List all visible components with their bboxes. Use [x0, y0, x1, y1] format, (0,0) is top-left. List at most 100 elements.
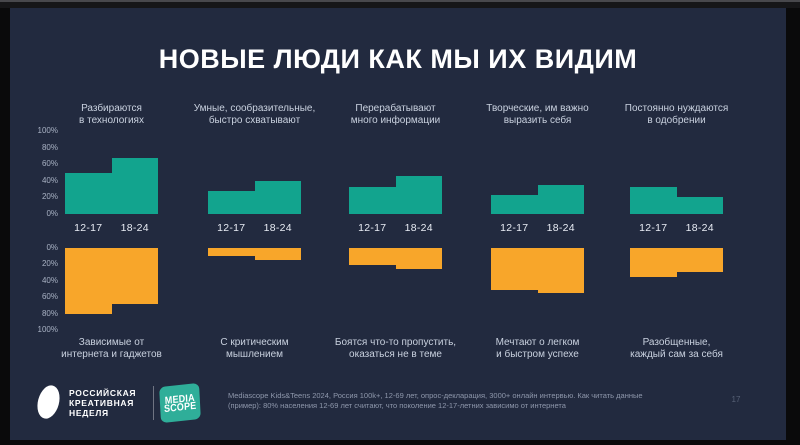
- negative-bar-plot: [65, 248, 158, 330]
- category-labels: 12-17 18-24: [349, 222, 442, 234]
- axis-tick: 40%: [41, 175, 58, 185]
- positive-trait-label: Творческие, им важно выразить себя: [453, 103, 623, 127]
- negative-trait-line1: Боятся что-то пропустить,: [334, 337, 457, 348]
- source-note-line2: (пример): 80% населения 12-69 лет считаю…: [228, 401, 566, 410]
- logo-text-line: НЕДЕЛЯ: [69, 408, 109, 418]
- chart-group: Разбираются в технологиях 12-17 18-24 За…: [27, 98, 197, 368]
- positive-trait-label: Перерабатывают много информации: [311, 103, 481, 127]
- axis-tick: 0%: [46, 209, 58, 218]
- mediascope-logo: MEDIA SCOPE: [159, 382, 201, 424]
- axis-tick: 80%: [41, 142, 58, 152]
- negative-trait-label: С критическим мышлением: [165, 337, 345, 361]
- negative-trait-line1: Мечтают о легком: [495, 337, 580, 348]
- bar-positive-18-24: [111, 158, 158, 214]
- negative-trait-line1: Разобщенные,: [642, 337, 711, 348]
- chart-group: Умные, сообразительные, быстро схватываю…: [170, 98, 340, 368]
- axis-tick: 100%: [37, 325, 58, 334]
- positive-trait-line2: в технологиях: [79, 115, 144, 126]
- negative-bar-plot: [349, 248, 442, 330]
- chart-group: Постоянно нуждаются в одобрении 12-17 18…: [592, 98, 762, 368]
- axis-tick: 40%: [41, 275, 58, 285]
- category-label-18-24: 18-24: [263, 222, 292, 234]
- axis-tick: 20%: [41, 192, 58, 202]
- slide: НОВЫЕ ЛЮДИ КАК МЫ ИХ ВИДИМ 100% 80% 60% 40%…: [10, 8, 786, 440]
- axis-tick: 80%: [41, 308, 58, 318]
- bar-positive-18-24: [676, 196, 723, 214]
- category-label-12-17: 12-17: [639, 222, 668, 234]
- bar-negative-12-17: [491, 248, 538, 290]
- positive-trait-label: Постоянно нуждаются в одобрении: [592, 103, 762, 127]
- creative-week-logo-text: РОССИЙСКАЯ КРЕАТИВНАЯ НЕДЕЛЯ: [69, 388, 136, 418]
- positive-trait-line2: много информации: [350, 115, 441, 126]
- negative-trait-line1: С критическим: [220, 337, 289, 348]
- positive-trait-line1: Разбираются: [81, 103, 142, 114]
- bar-positive-12-17: [630, 187, 677, 214]
- y-axis: 100% 80% 60% 40% 20% 0% 0% 20% 40% 60% 80% 100%: [10, 8, 786, 440]
- bar-positive-12-17: [491, 194, 538, 214]
- axis-tick: 0%: [46, 243, 58, 252]
- category-labels: 12-17 18-24: [491, 222, 584, 234]
- bar-negative-18-24: [254, 248, 301, 261]
- bar-negative-18-24: [537, 248, 584, 294]
- negative-trait-line2: оказаться не в теме: [349, 349, 442, 360]
- category-labels: 12-17 18-24: [630, 222, 723, 234]
- bar-negative-12-17: [349, 248, 396, 266]
- bar-positive-18-24: [395, 175, 442, 214]
- negative-bar-plot: [491, 248, 584, 330]
- positive-trait-line2: быстро схватывают: [208, 115, 301, 126]
- negative-trait-label: Разобщенные, каждый сам за себя: [587, 337, 767, 361]
- negative-trait-label: Мечтают о легком и быстром успехе: [448, 337, 628, 361]
- category-label-18-24: 18-24: [546, 222, 575, 234]
- positive-trait-line1: Творческие, им важно: [486, 103, 589, 114]
- bar-positive-12-17: [65, 172, 112, 214]
- category-label-18-24: 18-24: [120, 222, 149, 234]
- negative-bar-plot: [630, 248, 723, 330]
- logo-text-line: КРЕАТИВНАЯ: [69, 398, 135, 408]
- category-label-12-17: 12-17: [500, 222, 529, 234]
- axis-tick: 20%: [41, 259, 58, 269]
- window-top-frame: [0, 0, 800, 8]
- mediascope-logo-line: SCOPE: [163, 399, 197, 415]
- negative-trait-line2: и быстром успехе: [496, 349, 579, 360]
- bar-negative-12-17: [65, 248, 112, 314]
- axis-tick: 60%: [41, 159, 58, 169]
- bar-positive-12-17: [349, 186, 396, 214]
- positive-trait-line1: Умные, сообразительные,: [193, 103, 316, 114]
- page-number: 17: [731, 395, 741, 404]
- slide-title: НОВЫЕ ЛЮДИ КАК МЫ ИХ ВИДИМ: [158, 44, 638, 74]
- positive-trait-label: Умные, сообразительные, быстро схватываю…: [170, 103, 340, 127]
- positive-trait-line2: выразить себя: [503, 115, 572, 126]
- bar-positive-18-24: [254, 180, 301, 214]
- positive-trait-line1: Постоянно нуждаются: [624, 103, 729, 114]
- positive-bar-plot: [349, 131, 442, 214]
- bar-negative-12-17: [208, 248, 255, 257]
- charts-area: 100% 80% 60% 40% 20% 0% 0% 20% 40% 60% 80% 100% Раз…: [10, 8, 786, 440]
- category-labels: 12-17 18-24: [208, 222, 301, 234]
- bar-negative-18-24: [676, 248, 723, 272]
- category-label-12-17: 12-17: [74, 222, 103, 234]
- axis-tick: 60%: [41, 292, 58, 302]
- positive-trait-label: Разбираются в технологиях: [27, 103, 197, 127]
- bar-negative-18-24: [111, 248, 158, 304]
- positive-bar-plot: [491, 131, 584, 214]
- positive-bar-plot: [630, 131, 723, 214]
- slide-footer: РОССИЙСКАЯ КРЕАТИВНАЯ НЕДЕЛЯ MEDIA SCOPE…: [10, 378, 786, 440]
- negative-trait-label: Боятся что-то пропустить, оказаться не в…: [306, 337, 486, 361]
- chart-group: Перерабатывают много информации 12-17 18…: [311, 98, 481, 368]
- category-label-18-24: 18-24: [685, 222, 714, 234]
- negative-trait-line2: каждый сам за себя: [630, 349, 723, 360]
- negative-trait-line1: Зависимые от: [78, 337, 145, 348]
- source-note-line1: Mediascope Kids&Teens 2024, Россия 100k+…: [228, 391, 643, 400]
- bar-negative-12-17: [630, 248, 677, 277]
- category-labels: 12-17 18-24: [65, 222, 158, 234]
- footer-divider: [153, 386, 154, 420]
- positive-bar-plot: [65, 131, 158, 214]
- negative-trait-line2: мышлением: [225, 349, 284, 360]
- chart-group: Творческие, им важно выразить себя 12-17…: [453, 98, 623, 368]
- positive-trait-line1: Перерабатывают: [355, 103, 436, 114]
- negative-trait-line2: интернета и гаджетов: [61, 349, 162, 360]
- bar-positive-12-17: [208, 190, 255, 214]
- axis-tick: 100%: [37, 126, 58, 135]
- category-label-12-17: 12-17: [217, 222, 246, 234]
